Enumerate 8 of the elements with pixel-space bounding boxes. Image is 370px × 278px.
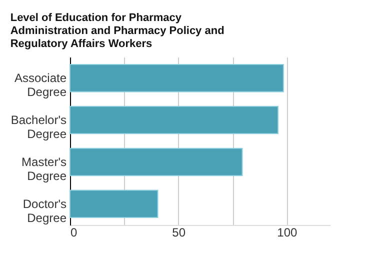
x-tick-label: 100 xyxy=(277,226,298,240)
chart-title: Level of Education for Pharmacy Administration and Pharmacy Policy and Regulatory Affairs Workers xyxy=(10,12,224,50)
y-tick-label: Doctor's Degree xyxy=(22,196,67,225)
y-tick-label: Associate Degree xyxy=(14,71,67,100)
y-tick-label: Bachelor's Degree xyxy=(10,113,67,142)
x-tick-label: 50 xyxy=(172,226,186,240)
x-tick-label: 0 xyxy=(70,226,78,240)
y-tick-label: Master's Degree xyxy=(22,154,67,183)
